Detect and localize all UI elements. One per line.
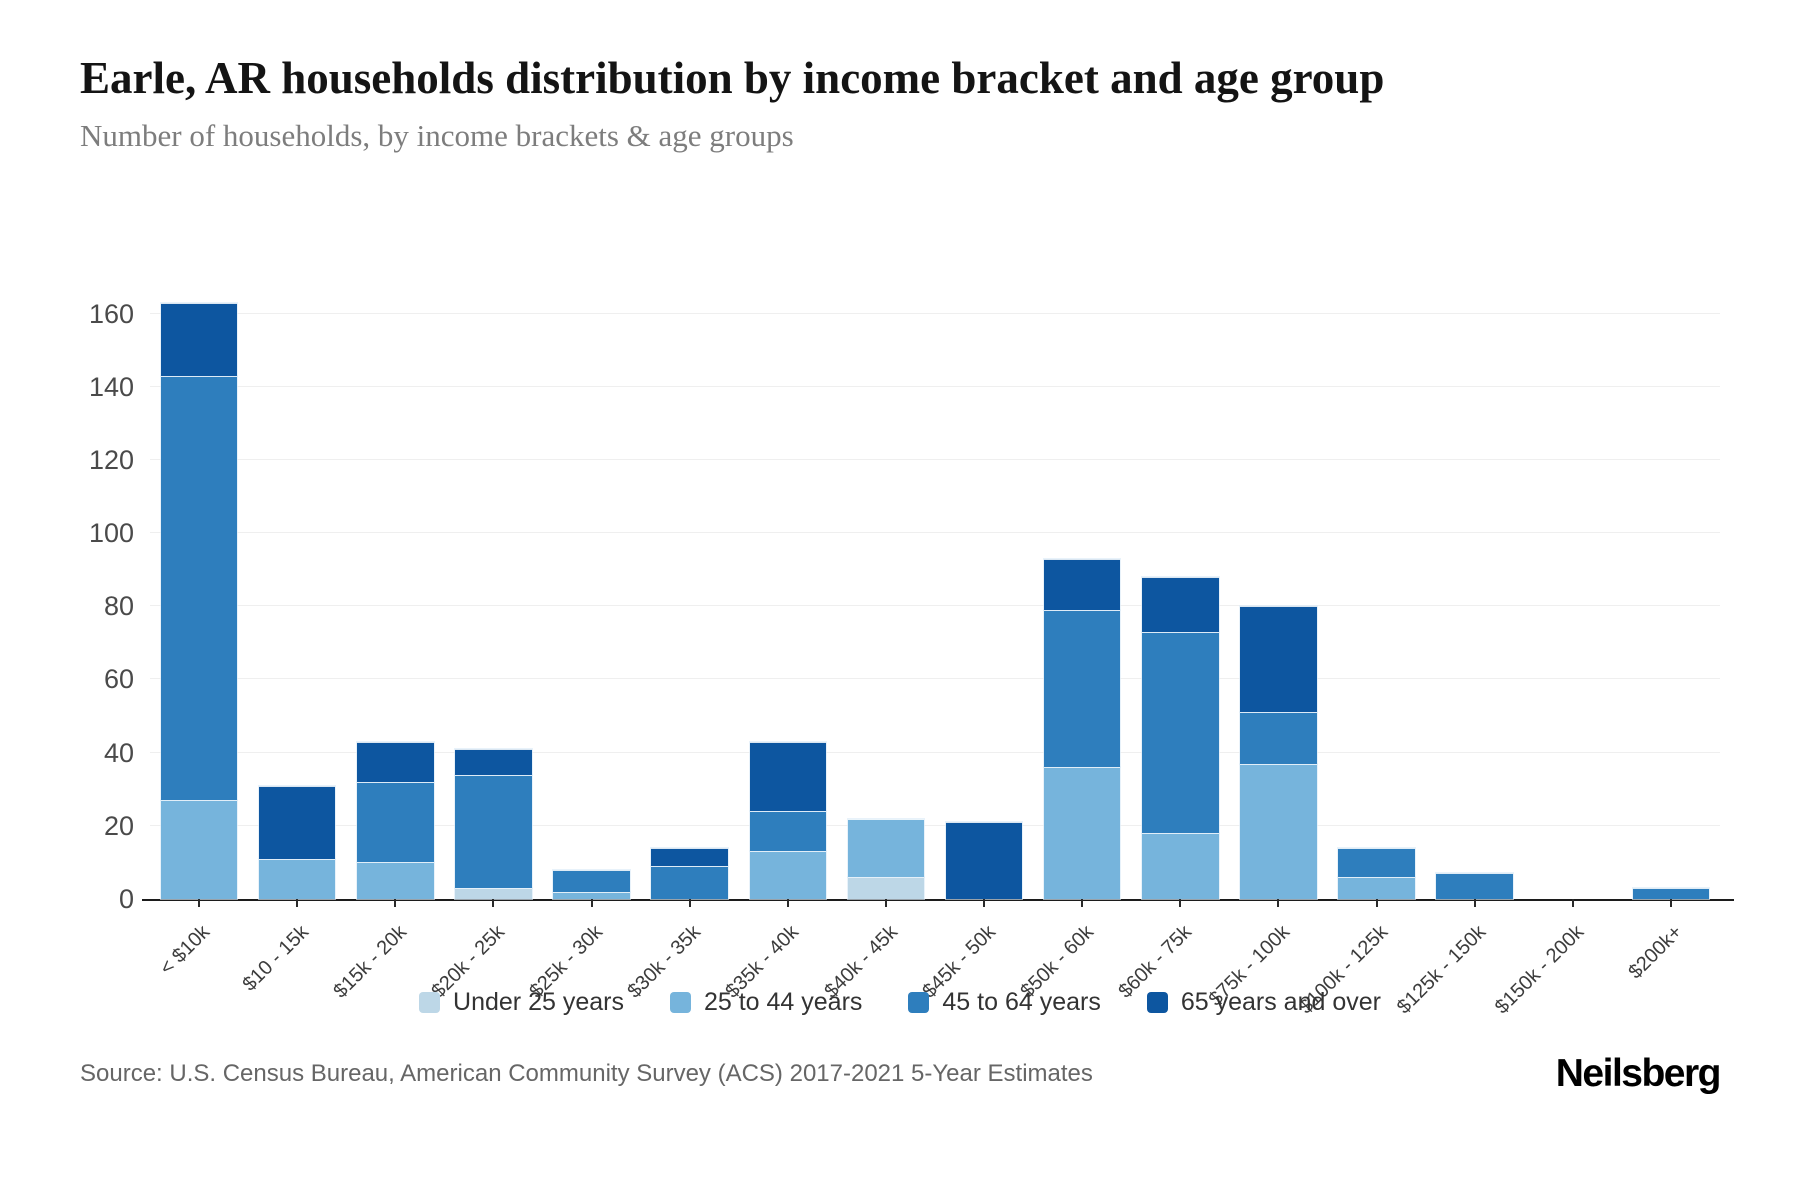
bar-segment[interactable] xyxy=(1043,767,1121,899)
chart-subtitle: Number of households, by income brackets… xyxy=(80,118,794,153)
legend-swatch-icon xyxy=(419,992,441,1013)
bar-segment[interactable] xyxy=(1436,873,1513,899)
bar-segment[interactable] xyxy=(945,822,1023,899)
x-axis-tick xyxy=(884,899,887,907)
y-axis-tick-label: 40 xyxy=(103,737,134,768)
plot-area: 0 20 40 60 80 100 120 140 160 < $10k $10 - 15k $15k… xyxy=(89,277,1734,1018)
x-axis-tick xyxy=(1375,899,1378,907)
chart-title: Earle, AR households distribution by inc… xyxy=(80,53,1385,103)
gridline-y-40 xyxy=(150,751,1720,753)
bar-segment[interactable] xyxy=(160,375,238,801)
bar-segment[interactable] xyxy=(651,847,728,867)
bar-segment[interactable] xyxy=(258,785,336,859)
bar-segment[interactable] xyxy=(1338,847,1415,878)
legend-label: 65 years and over xyxy=(1180,988,1381,1016)
bar-segment[interactable] xyxy=(357,862,434,899)
legend: Under 25 years 25 to 44 years 45 to 64 yea… xyxy=(80,988,1720,1017)
bar-segment[interactable] xyxy=(455,749,532,775)
gridline-y-120 xyxy=(150,458,1720,460)
legend-swatch-icon xyxy=(908,992,930,1013)
legend-label: 45 to 64 years xyxy=(942,988,1101,1016)
y-axis-tick-label: 140 xyxy=(88,371,134,402)
legend-swatch-icon xyxy=(669,992,691,1013)
bar-segment[interactable] xyxy=(455,774,532,889)
bar-segment[interactable] xyxy=(160,302,238,376)
source-text: Source: U.S. Census Bureau, American Com… xyxy=(80,1060,1093,1087)
gridline-y-160 xyxy=(150,312,1720,314)
bar-segment[interactable] xyxy=(1240,763,1317,899)
bar-segment[interactable] xyxy=(1632,888,1710,899)
x-axis-tick xyxy=(492,899,495,907)
x-axis-tick xyxy=(1081,899,1084,907)
y-axis-tick-label: 60 xyxy=(103,664,134,695)
bar-segment[interactable] xyxy=(749,811,827,852)
x-axis-line xyxy=(142,899,1734,901)
bar-segment[interactable] xyxy=(651,866,728,899)
bar-segment[interactable] xyxy=(553,869,630,892)
x-axis-tick xyxy=(1473,899,1476,907)
bar-segment[interactable] xyxy=(553,891,630,899)
gridline-y-80 xyxy=(150,605,1720,607)
bar-segment[interactable] xyxy=(847,818,925,878)
bar-segment[interactable] xyxy=(1142,577,1219,632)
gridline-y-60 xyxy=(150,678,1720,680)
y-axis-tick-label: 120 xyxy=(88,444,134,475)
bar-segment[interactable] xyxy=(847,877,925,899)
brand-logo: Neilsberg xyxy=(1555,1052,1722,1095)
bar-segment[interactable] xyxy=(357,741,434,782)
x-axis-tick xyxy=(786,899,789,907)
bar-segment[interactable] xyxy=(455,888,532,899)
bar-segment[interactable] xyxy=(1240,606,1317,713)
y-axis-tick-label: 160 xyxy=(88,298,134,329)
x-axis-tick-label: $10 - 15k xyxy=(238,921,313,996)
footer: Source: U.S. Census Bureau, American Com… xyxy=(80,1052,1722,1096)
x-axis-tick-label: $200k+ xyxy=(1624,921,1687,984)
bar-segment[interactable] xyxy=(1043,609,1121,768)
legend-item[interactable]: 65 years and over xyxy=(1146,988,1381,1017)
gridline-y-20 xyxy=(150,824,1720,826)
bar-segment[interactable] xyxy=(357,781,434,863)
bar-segment[interactable] xyxy=(1142,833,1219,899)
x-axis-tick xyxy=(296,899,299,907)
legend-item[interactable]: Under 25 years xyxy=(419,988,624,1017)
legend-item[interactable]: 45 to 64 years xyxy=(908,988,1101,1017)
x-axis-tick xyxy=(590,899,593,907)
gridline-y-140 xyxy=(150,385,1720,387)
gridline-y-100 xyxy=(150,532,1720,534)
bar-segment[interactable] xyxy=(1142,631,1219,834)
y-axis-tick-label: 100 xyxy=(88,518,134,549)
bar-segment[interactable] xyxy=(1338,877,1415,899)
x-axis-tick xyxy=(198,899,201,907)
bar-segment[interactable] xyxy=(749,851,827,899)
legend-swatch-icon xyxy=(1146,992,1168,1013)
legend-label: Under 25 years xyxy=(453,988,624,1016)
x-axis-tick xyxy=(394,899,397,907)
legend-label: 25 to 44 years xyxy=(703,988,863,1016)
bar-segment[interactable] xyxy=(1240,712,1317,764)
legend-item[interactable]: 25 to 44 years xyxy=(669,988,863,1017)
x-axis-tick xyxy=(688,899,691,907)
y-axis-tick-label: 80 xyxy=(103,591,134,622)
y-axis-tick-label: 0 xyxy=(118,884,134,914)
x-axis-tick xyxy=(1571,899,1574,907)
y-axis-tick-label: 20 xyxy=(103,810,134,841)
x-axis-tick-label: < $10k xyxy=(156,921,215,980)
x-axis-tick xyxy=(1179,899,1182,907)
bar-segment[interactable] xyxy=(258,858,336,899)
x-axis-tick xyxy=(1277,899,1280,907)
x-axis-tick xyxy=(1669,899,1672,907)
bar-segment[interactable] xyxy=(749,741,827,812)
bar-segment[interactable] xyxy=(1043,558,1121,610)
x-axis-tick xyxy=(983,899,986,907)
bar-segment[interactable] xyxy=(160,800,238,899)
